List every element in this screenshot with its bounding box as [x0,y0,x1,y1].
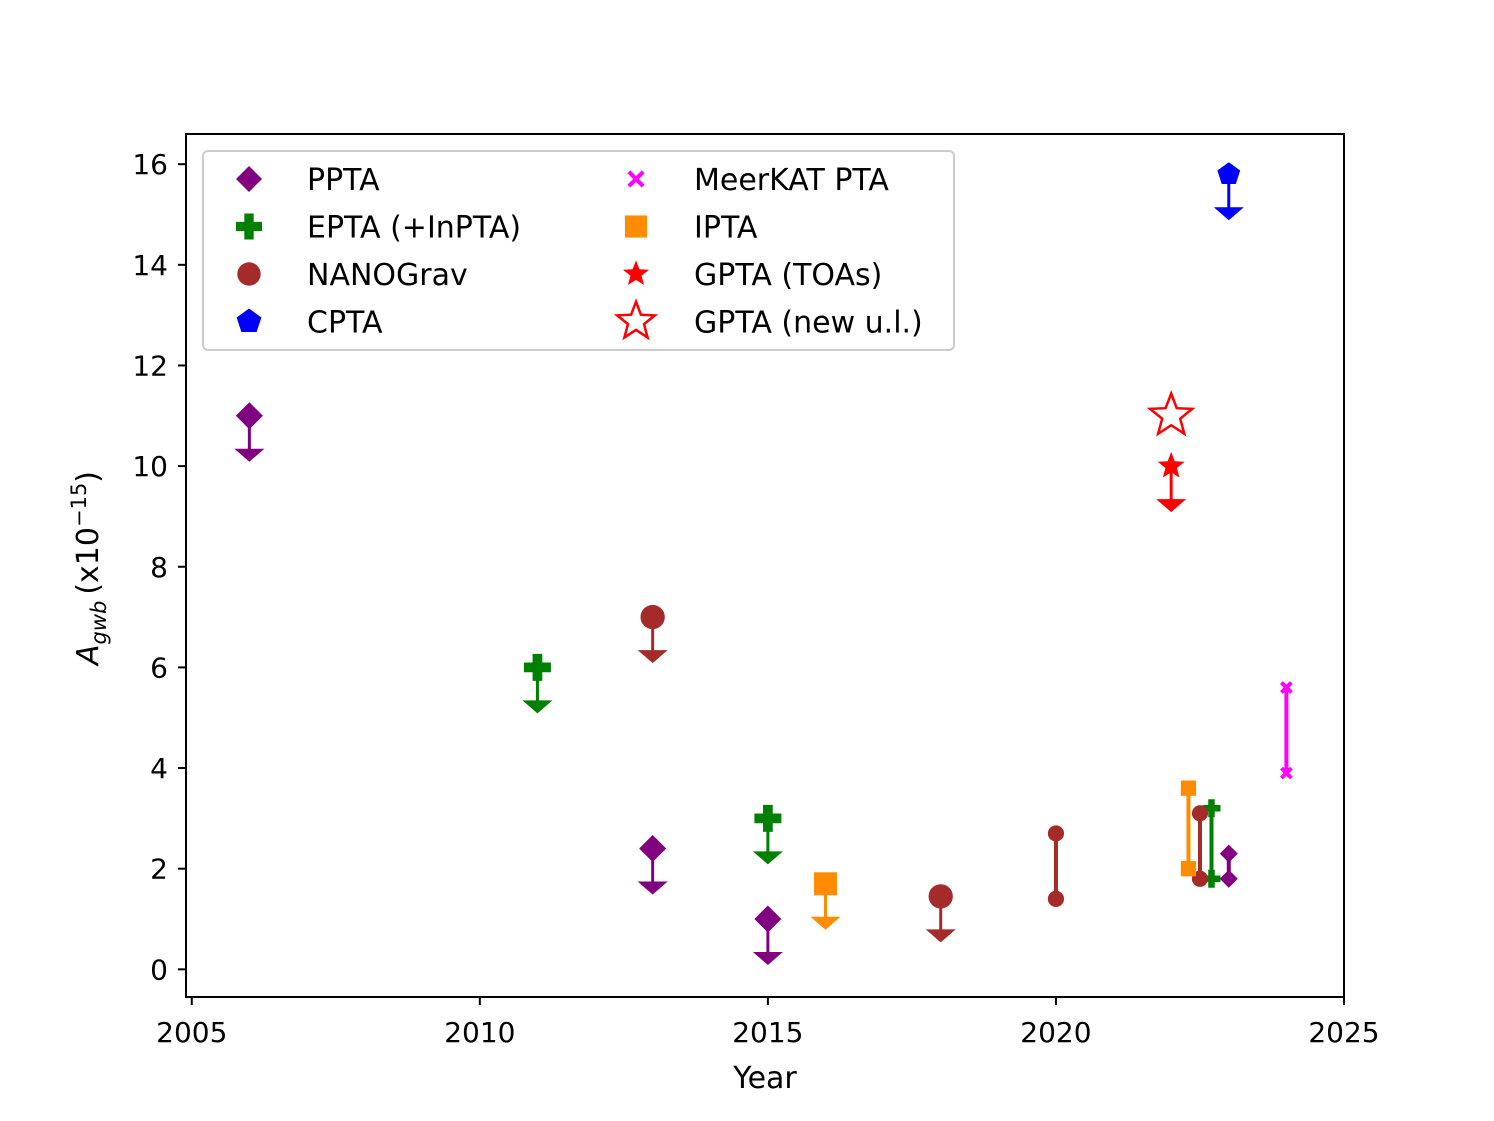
x-tick-label: 2020 [1020,1016,1091,1049]
upper-limit-arrow [752,851,783,865]
y-tick-label: 14 [132,249,168,282]
y-tick-label: 6 [150,651,168,684]
upper-limit-arrow [925,929,956,943]
upper-limit-arrow [1156,499,1187,513]
range-high-point [1280,681,1293,694]
y-axis: 0 2 4 6 8 10 12 14 16 [132,148,186,986]
series-ipta [810,780,1197,930]
y-label-exponent: −15 [67,483,91,527]
series-gpta-new-u-l [1146,389,1196,437]
series-gpta-toas [1156,451,1187,513]
x-axis-label: Year [732,1061,797,1096]
data-point [235,402,263,430]
range-high-point [1191,805,1209,822]
range-low-point [1219,869,1238,888]
upper-limit-arrow [752,952,783,966]
y-axis-label: Agwb (x10−15) [67,471,111,667]
legend-entry-ipta: IPTA [624,211,758,246]
data-point [1157,451,1185,478]
y-tick-label: 8 [150,551,168,584]
range-high-point [1219,844,1238,863]
data-point [523,653,551,681]
y-tick-label: 10 [132,450,168,483]
y-label-unit: (x10 [71,527,106,595]
legend-entry-meerkat-pta: MeerKAT PTA [627,163,889,198]
upper-limit-arrow [522,700,553,714]
data-point [640,604,665,630]
series-epta-inpta [522,653,1221,888]
x-tick-label: 2025 [1308,1016,1379,1049]
data-point [814,872,837,896]
legend-marker [623,260,649,285]
range-high-point [1047,825,1065,842]
legend-entry-gpta-toas: GPTA (TOAs) [623,258,882,293]
upper-limit-arrow [637,881,668,895]
x-tick-label: 2015 [732,1016,803,1049]
range-high-point [1202,799,1221,818]
legend-label: PPTA [307,163,380,198]
y-label-symbol: A [71,645,106,668]
legend-label: CPTA [307,306,383,341]
legend-label: NANOGrav [307,258,468,293]
legend-label: EPTA (+InPTA) [307,211,521,246]
data-point [1217,162,1241,184]
range-low-point [1280,766,1293,780]
legend-label: GPTA (new u.l.) [694,306,923,341]
y-tick-label: 2 [150,853,168,886]
data-point [754,804,782,832]
x-axis: 2005 2010 2015 2020 2025 [156,997,1380,1049]
y-tick-label: 16 [132,148,168,181]
legend-box [202,150,955,351]
data-point [928,884,953,909]
legend-entry-cpta: CPTA [236,306,383,341]
legend-label: IPTA [694,211,758,246]
plot-frame [185,133,1345,998]
upper-limit-arrow [234,448,265,462]
y-tick-label: 0 [150,953,168,986]
legend-entry-epta-inpta: EPTA (+InPTA) [236,211,521,246]
legend-marker [237,262,261,286]
data-point [754,905,782,933]
range-low-point [1202,869,1221,888]
range-low-point [1180,861,1197,877]
series-cpta [1213,162,1244,221]
data-point [639,835,667,863]
legend-marker [624,215,648,238]
y-label-subscript: gwb [87,601,111,645]
plot-area [234,162,1293,966]
x-tick-label: 2005 [156,1016,227,1049]
upper-limit-arrow [637,650,668,664]
legend: PPTA EPTA (+InPTA) NANOGrav CPTA MeerKAT PTA… [202,150,955,351]
series-ppta [234,402,1238,966]
legend-entry-gpta-new-u-l: GPTA (new u.l.) [613,298,923,341]
legend-entry-nanograv: NANOGrav [237,258,468,293]
legend-label: MeerKAT PTA [694,163,889,198]
range-low-point [1047,890,1065,907]
legend-entry-ppta: PPTA [236,163,380,198]
y-tick-label: 12 [132,349,168,382]
legend-marker [627,170,645,188]
x-tick-label: 2010 [444,1016,515,1049]
y-tick-label: 4 [150,752,168,785]
legend-marker [613,298,659,341]
legend-label: GPTA (TOAs) [694,258,882,293]
upper-limit-arrow [810,916,841,930]
upper-limit-arrow [1213,207,1244,221]
legend-marker [236,308,262,332]
y-label-close: ) [71,471,106,483]
series-meerkat-pta [1280,681,1293,780]
data-point [1146,389,1196,437]
range-high-point [1180,780,1197,796]
legend-marker [236,213,262,240]
legend-marker [236,166,262,192]
series-nanograv [637,604,1209,943]
